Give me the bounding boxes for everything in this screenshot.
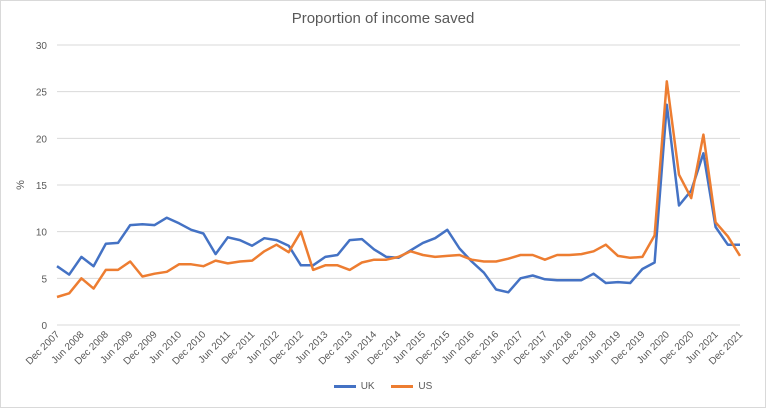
y-tick-label: 0: [41, 321, 47, 332]
legend-swatch-uk: [333, 385, 356, 388]
legend-label-us: US: [418, 381, 433, 392]
series-line-us: [56, 80, 742, 299]
y-tick-label: 20: [36, 134, 48, 145]
y-tick-label: 5: [41, 274, 47, 285]
y-tick-labels: 0 5 10 15 20 25 30: [36, 41, 48, 332]
series-line-uk: [56, 103, 740, 294]
legend-item-us: US: [391, 381, 432, 392]
y-tick-label: 30: [36, 41, 48, 52]
y-tick-label: 10: [36, 228, 48, 239]
y-tick-label: 15: [36, 181, 48, 192]
gridlines: [57, 44, 740, 326]
series-lines: [56, 80, 742, 299]
y-tick-label: 25: [36, 88, 48, 99]
legend-swatch-us: [391, 385, 414, 388]
chart-title: Proportion of income saved: [291, 10, 475, 27]
legend-item-uk: UK: [333, 381, 375, 392]
y-axis-label: %: [15, 180, 27, 190]
legend: UK US: [0, 380, 766, 392]
legend-label-uk: UK: [360, 381, 375, 392]
